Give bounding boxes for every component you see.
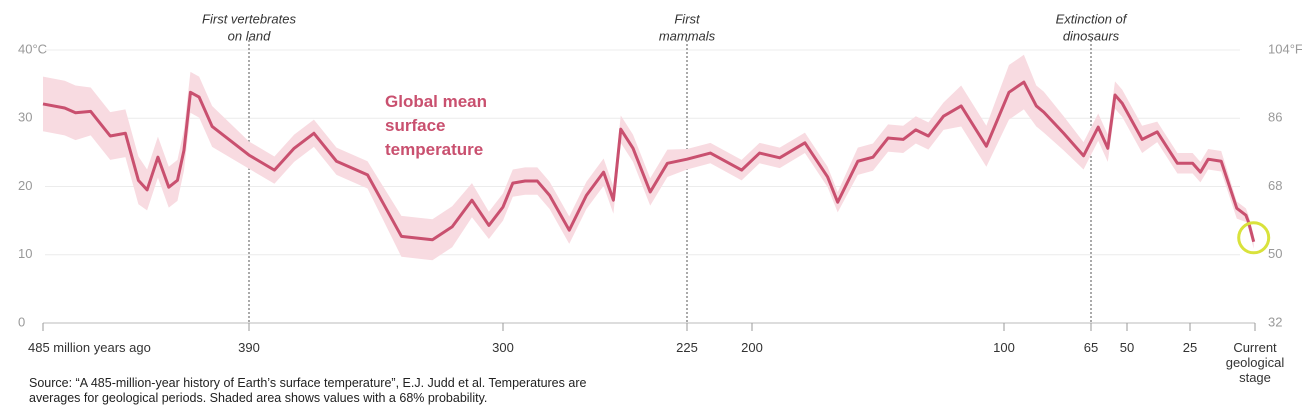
y-tick-label: 20: [18, 178, 32, 193]
annotation-text: Extinction of: [1056, 11, 1128, 26]
x-tick-label: 65: [1083, 340, 1099, 355]
y2-tick-label: 86: [1268, 110, 1282, 125]
x-tick-label: 50: [1119, 340, 1135, 355]
x-tick-label: 300: [492, 340, 514, 355]
annotation-text: on land: [228, 28, 271, 43]
confidence-band: [43, 54, 1254, 261]
annotation-text: dinosaurs: [1063, 28, 1120, 43]
x-tick-label: 390: [238, 340, 260, 355]
x-tick-label: 25: [1182, 340, 1198, 355]
y-tick-label: 10: [18, 246, 32, 261]
annotation-text: mammals: [659, 28, 716, 43]
x-tick-label: 485 million years ago: [28, 340, 151, 355]
highlight-ring: [1237, 221, 1271, 255]
temperature-line: [42, 80, 1256, 243]
x-tick-label: Current geological stage: [1225, 340, 1285, 385]
y2-tick-label: 32: [1268, 314, 1282, 329]
source-note: Source: “A 485-million-year history of E…: [29, 376, 587, 405]
x-tick-label: 225: [676, 340, 698, 355]
y-tick-label: 30: [18, 110, 32, 125]
y2-tick-label: 50: [1268, 246, 1282, 261]
y-tick-label: 40°C: [18, 41, 47, 56]
x-tick-label: 200: [741, 340, 763, 355]
y-tick-label: 0: [18, 314, 25, 329]
y2-tick-label: 68: [1268, 178, 1282, 193]
annotation-text: First: [674, 11, 701, 26]
annotation-text: First vertebrates: [202, 11, 296, 26]
series-label: Global mean surface temperature: [385, 92, 488, 159]
x-tick-label: 100: [993, 340, 1015, 355]
y2-tick-label: 104°F: [1268, 41, 1302, 56]
